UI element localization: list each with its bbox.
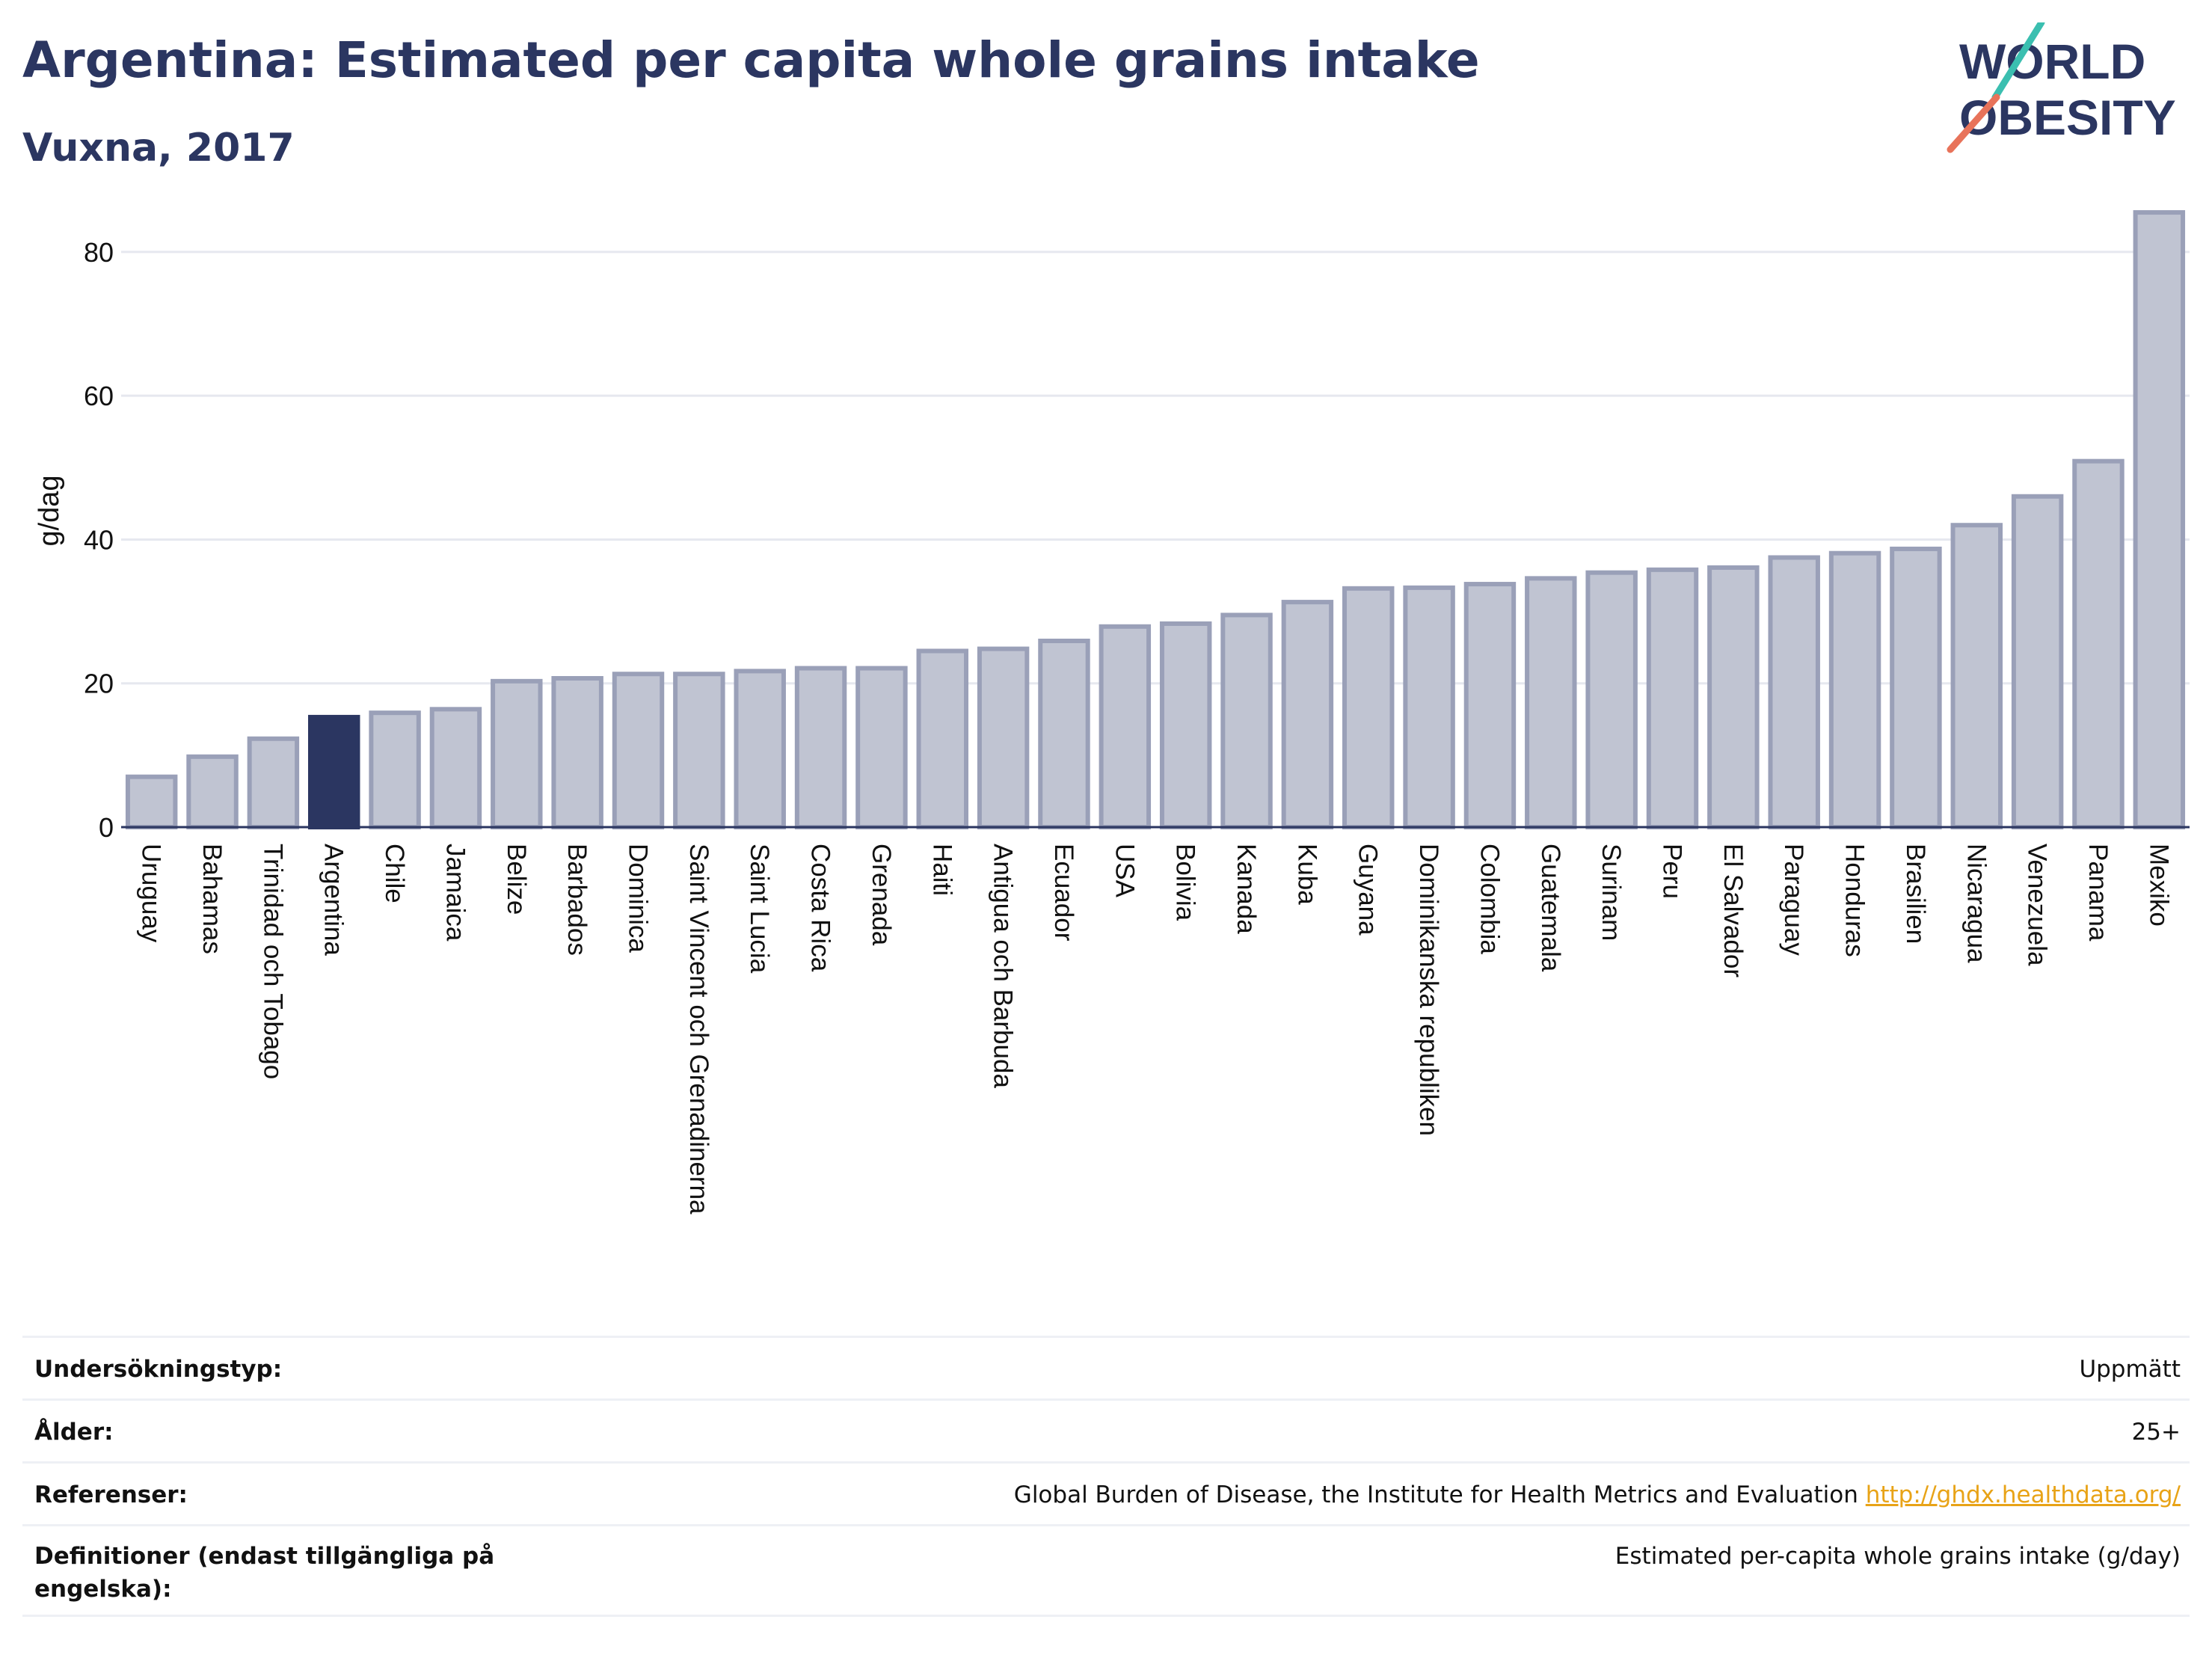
x-tick-label: Nicaragua (1961, 844, 1991, 963)
bar-argentina[interactable] (308, 714, 360, 830)
x-tick-label: El Salvador (1718, 844, 1748, 977)
y-tick-labels: 0 20 40 60 80 (84, 237, 114, 843)
y-axis-label: g/dag (34, 475, 65, 546)
x-tick-label: Saint Lucia (745, 844, 774, 974)
x-tick-label: Jamaica (440, 844, 470, 942)
x-tick-label: Uruguay (137, 844, 166, 943)
bar-belize[interactable] (491, 678, 543, 830)
info-row-age: Ålder: 25+ (22, 1398, 2190, 1461)
bar-colombia[interactable] (1463, 582, 1517, 829)
info-label: Undersökningstyp: (34, 1356, 283, 1383)
x-tick-label: Colombia (1475, 844, 1504, 954)
x-tick-label: Haiti (927, 844, 956, 896)
reference-text: Global Burden of Disease, the Institute … (1013, 1481, 1858, 1508)
info-value: 25+ (2131, 1419, 2181, 1446)
info-row-survey-type: Undersökningstyp: Uppmätt (22, 1336, 2190, 1398)
bar-honduras[interactable] (1828, 550, 1881, 829)
bar-chile[interactable] (369, 710, 421, 829)
bar-costa-rica[interactable] (794, 666, 847, 829)
x-tick-label: Panama (2083, 844, 2113, 942)
chart-subtitle: Vuxna, 2017 (22, 126, 295, 171)
bar-surinam[interactable] (1585, 570, 1638, 829)
x-tick-label: Honduras (1840, 844, 1870, 957)
info-value: Global Burden of Disease, the Institute … (1014, 1479, 2190, 1511)
bar-usa[interactable] (1099, 624, 1152, 829)
y-tick-label: 20 (84, 669, 114, 699)
bar-nicaragua[interactable] (1950, 523, 2003, 830)
bar-saint-vincent-och-grenadinerna[interactable] (673, 672, 725, 830)
info-label: Definitioner (endast tillgängliga på eng… (34, 1543, 495, 1603)
x-tick-label: Trinidad och Tobago (258, 844, 287, 1079)
y-tick-label: 60 (84, 381, 114, 411)
bar-el-salvador[interactable] (1707, 565, 1760, 830)
y-tick-label: 0 (99, 812, 114, 843)
x-tick-label: Mexiko (2144, 844, 2173, 927)
x-tick-label: Barbados (562, 844, 592, 956)
y-tick-label: 40 (84, 524, 114, 555)
x-tick-label: USA (1110, 844, 1139, 898)
bar-trinidad-och-tobago[interactable] (247, 736, 300, 829)
bar-guatemala[interactable] (1525, 576, 1577, 829)
x-tick-label: Bahamas (197, 844, 227, 954)
x-tick-label: Argentina (319, 844, 348, 956)
bar-jamaica[interactable] (429, 707, 482, 829)
x-tick-label: Saint Vincent och Grenadinerna (684, 844, 713, 1215)
bar-venezuela[interactable] (2011, 494, 2064, 829)
x-tick-label: Kanada (1232, 844, 1261, 934)
info-label: Ålder: (34, 1419, 114, 1446)
bar-dominikanska-republiken[interactable] (1403, 585, 1455, 829)
bar-brasilien[interactable] (1890, 546, 1942, 829)
x-tick-label: Grenada (867, 844, 896, 946)
bar-barbados[interactable] (551, 675, 603, 830)
x-tick-label: Guyana (1354, 844, 1383, 936)
bar-mexiko[interactable] (2133, 210, 2186, 829)
world-obesity-logo[interactable]: WORLD OBESITY (1937, 22, 2191, 157)
info-row-references: Referenser: Global Burden of Disease, th… (22, 1461, 2190, 1524)
bar-guyana[interactable] (1342, 586, 1395, 829)
bar-paraguay[interactable] (1768, 555, 1820, 829)
bar-grenada[interactable] (855, 666, 908, 829)
x-tick-label: Ecuador (1049, 844, 1078, 942)
bar-panama[interactable] (2072, 458, 2125, 829)
y-tick-label: 80 (84, 237, 114, 268)
logo-slash-teal (1991, 22, 2045, 101)
x-tick-label: Bolivia (1171, 844, 1200, 921)
bar-saint-lucia[interactable] (734, 669, 786, 829)
bar-kanada[interactable] (1220, 612, 1273, 829)
reference-link[interactable]: http://ghdx.healthdata.org/ (1865, 1481, 2181, 1508)
info-row-definitions: Definitioner (endast tillgängliga på eng… (22, 1524, 2190, 1617)
x-tick-label: Paraguay (1779, 844, 1808, 956)
bars (125, 210, 2186, 830)
x-tick-label: Venezuela (2023, 844, 2052, 966)
logo-word-world: WORLD (1959, 34, 2145, 89)
info-label: Referenser: (34, 1481, 188, 1508)
info-value: Uppmätt (2079, 1356, 2181, 1383)
bar-chart: 0 20 40 60 80 Uruguay Bahamas Trinidad och Tob… (34, 210, 2190, 1215)
bar-uruguay[interactable] (125, 774, 178, 830)
x-tick-label: Dominikanska republiken (1414, 844, 1443, 1136)
bar-haiti[interactable] (916, 648, 968, 829)
x-tick-label: Brasilien (1901, 844, 1930, 944)
info-table: Undersökningstyp: Uppmätt Ålder: 25+ Ref… (22, 1336, 2190, 1617)
x-tick-label: Chile (380, 844, 409, 903)
x-tick-label: Costa Rica (806, 844, 835, 972)
x-tick-label: Antigua och Barbuda (989, 844, 1018, 1088)
x-tick-label: Kuba (1292, 844, 1321, 905)
x-tick-label: Surinam (1597, 844, 1626, 941)
x-tick-label: Guatemala (1536, 844, 1565, 972)
bar-antigua-och-barbuda[interactable] (977, 646, 1030, 830)
bar-ecuador[interactable] (1038, 639, 1090, 830)
x-tick-label: Peru (1658, 844, 1687, 899)
info-value: Estimated per-capita whole grains intake… (1615, 1543, 2181, 1570)
chart-title: Argentina: Estimated per capita whole gr… (22, 31, 1480, 89)
x-tick-labels: Uruguay Bahamas Trinidad och Tobago Argenti… (137, 844, 2174, 1215)
bar-kuba[interactable] (1281, 600, 1334, 830)
bar-bolivia[interactable] (1159, 621, 1212, 829)
bar-peru[interactable] (1646, 567, 1699, 830)
x-tick-label: Belize (502, 844, 531, 915)
bar-dominica[interactable] (612, 672, 665, 830)
logo-slash-coral (1947, 93, 2000, 153)
bar-bahamas[interactable] (186, 754, 239, 830)
x-tick-label: Dominica (624, 844, 653, 953)
